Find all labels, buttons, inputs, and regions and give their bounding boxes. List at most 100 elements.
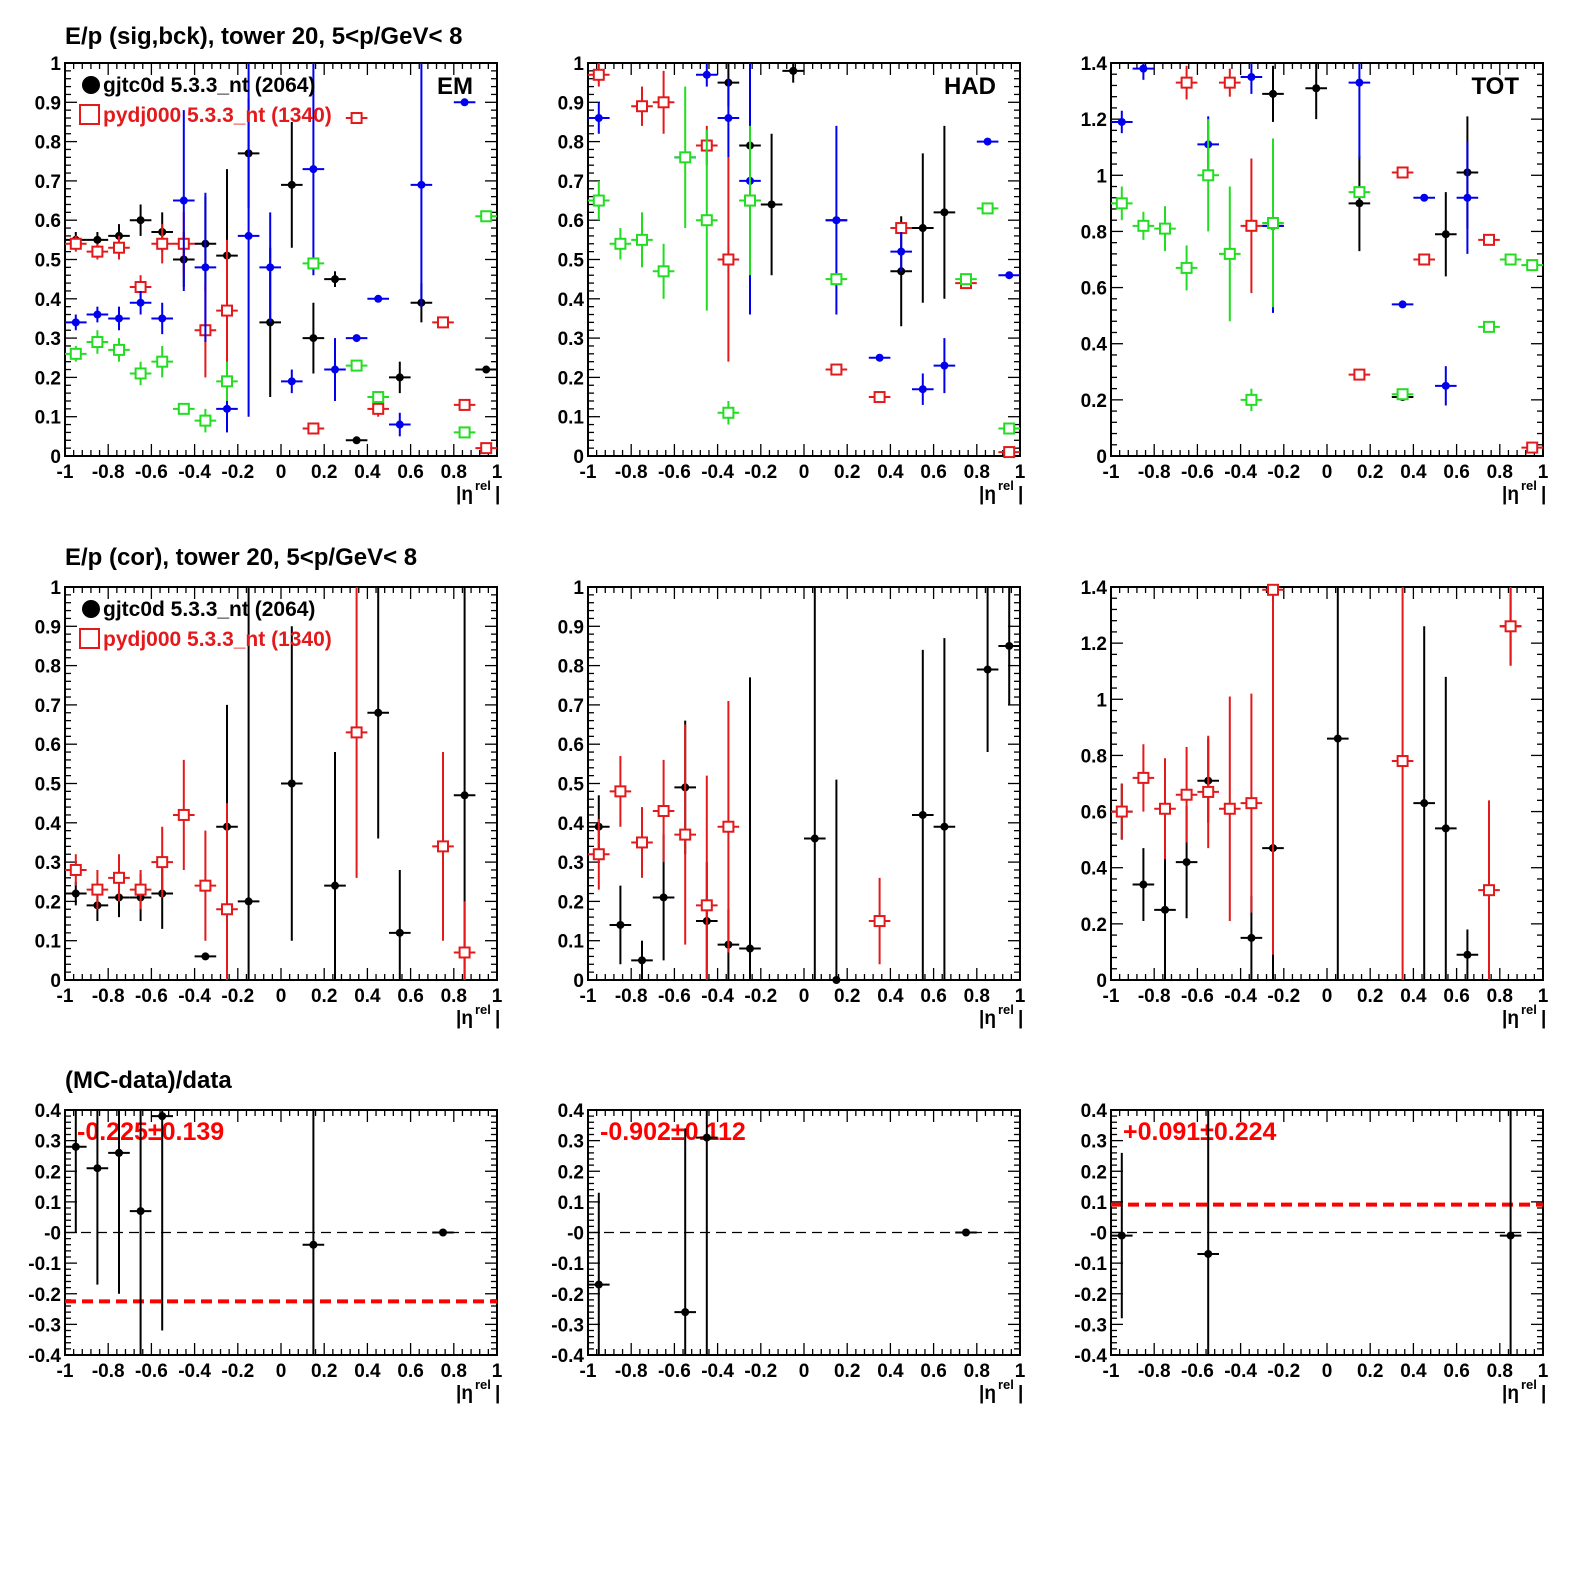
data-point bbox=[86, 1110, 109, 1285]
filled-circle-marker bbox=[724, 114, 733, 123]
filled-circle-marker bbox=[93, 310, 102, 319]
data-point bbox=[912, 153, 934, 303]
data-point bbox=[281, 626, 303, 941]
open-square-marker bbox=[830, 273, 843, 286]
open-square-marker bbox=[1202, 785, 1215, 798]
open-square-marker bbox=[1003, 422, 1016, 435]
mc-point bbox=[1111, 783, 1133, 840]
y-tick-label: 0.3 bbox=[35, 1132, 61, 1153]
filled-circle-marker bbox=[1269, 89, 1277, 98]
x-axis-label-end: | bbox=[495, 484, 500, 505]
filled-circle-marker bbox=[331, 275, 339, 284]
x-axis-label-end: | bbox=[495, 1383, 500, 1404]
x-tick-label: -0.8 bbox=[1138, 462, 1171, 483]
data-point bbox=[1327, 587, 1349, 980]
open-square-marker bbox=[350, 112, 363, 125]
x-tick-label: 0.2 bbox=[834, 1361, 860, 1382]
x-tick-label: 0.6 bbox=[1443, 986, 1469, 1007]
open-square-marker bbox=[134, 367, 147, 380]
y-tick-label: 1 bbox=[1096, 166, 1107, 187]
open-square-marker bbox=[1245, 393, 1258, 406]
mc-point bbox=[194, 830, 217, 941]
open-square-marker bbox=[1159, 222, 1171, 235]
open-square-marker bbox=[722, 406, 735, 419]
mc-point bbox=[453, 901, 476, 980]
filled-circle-marker bbox=[93, 235, 102, 244]
x-tick-label: -0.4 bbox=[1224, 986, 1257, 1007]
mc-point bbox=[1197, 735, 1219, 849]
filled-circle-marker bbox=[93, 1164, 102, 1173]
open-square-marker bbox=[69, 863, 82, 876]
y-tick-label: 0.3 bbox=[35, 329, 61, 350]
open-square-marker bbox=[1504, 620, 1517, 633]
mc-point bbox=[998, 446, 1020, 459]
x-axis-label: |η bbox=[1502, 484, 1519, 505]
filled-circle-marker bbox=[1355, 78, 1364, 87]
y-tick-label: -0.3 bbox=[551, 1315, 584, 1336]
filled-circle-marker bbox=[352, 334, 361, 343]
open-square-marker bbox=[134, 883, 147, 896]
mc-point bbox=[129, 361, 152, 386]
data-point bbox=[998, 271, 1020, 280]
y-tick-label: 0.5 bbox=[35, 251, 62, 272]
mc-point bbox=[1197, 119, 1219, 232]
data-point bbox=[912, 373, 934, 405]
data-point bbox=[976, 137, 999, 146]
x-axis-label: |η bbox=[979, 484, 996, 505]
filled-circle-marker bbox=[309, 334, 318, 343]
data-point bbox=[739, 677, 761, 980]
mc-point bbox=[1240, 158, 1263, 294]
y-tick-label: -0.1 bbox=[551, 1254, 584, 1275]
open-square-marker bbox=[1526, 441, 1539, 454]
y-tick-label: 0.8 bbox=[558, 657, 584, 678]
x-axis-label-end: | bbox=[1018, 484, 1023, 505]
y-tick-label: 0.2 bbox=[1081, 915, 1107, 936]
data-point bbox=[281, 369, 303, 394]
x-axis-label-superscript: rel bbox=[1521, 1002, 1537, 1017]
x-tick-label: -0.4 bbox=[701, 1361, 734, 1382]
data-point bbox=[890, 231, 912, 272]
panel-tag-had: HAD bbox=[944, 73, 996, 100]
data-point bbox=[998, 587, 1020, 705]
mc-point bbox=[717, 400, 740, 425]
y-tick-label: 0.6 bbox=[1081, 279, 1107, 300]
open-square-marker bbox=[873, 915, 886, 928]
y-tick-label: 0.1 bbox=[558, 932, 585, 953]
x-tick-label: 0 bbox=[276, 462, 287, 483]
mc-point bbox=[302, 257, 325, 270]
open-square-marker bbox=[221, 903, 233, 916]
mc-point bbox=[65, 854, 87, 886]
data-point bbox=[324, 752, 346, 980]
y-tick-label: 1 bbox=[50, 578, 61, 599]
data-point bbox=[65, 314, 87, 331]
open-square-marker bbox=[1418, 253, 1431, 266]
open-square-marker bbox=[372, 402, 385, 415]
x-axis-label: |η bbox=[1502, 1008, 1519, 1029]
y-tick-label: 0.3 bbox=[558, 329, 584, 350]
data-point bbox=[804, 587, 826, 980]
mc-point bbox=[696, 129, 718, 311]
mc-point bbox=[696, 775, 718, 980]
data-point bbox=[302, 302, 325, 374]
x-axis-label-end: | bbox=[1018, 1008, 1023, 1029]
mc-point bbox=[652, 70, 675, 134]
y-tick-label: 0.8 bbox=[558, 133, 584, 154]
x-tick-label: -0.2 bbox=[1267, 986, 1300, 1007]
mc-point bbox=[825, 363, 848, 376]
mc-point bbox=[216, 803, 238, 980]
data-point bbox=[475, 365, 497, 374]
data-point bbox=[367, 294, 389, 303]
mc-point bbox=[216, 361, 238, 401]
filled-circle-marker bbox=[158, 1112, 167, 1121]
legend-mc-label: pydj000 5.3.3_nt (1340) bbox=[103, 628, 332, 651]
y-tick-label: 0.2 bbox=[35, 368, 61, 389]
mc-point bbox=[1499, 253, 1522, 266]
open-square-marker bbox=[134, 281, 147, 294]
x-tick-label: -0.4 bbox=[1224, 462, 1257, 483]
x-tick-label: -1 bbox=[57, 462, 74, 483]
x-tick-label: -0.4 bbox=[178, 1361, 211, 1382]
filled-circle-marker bbox=[1117, 1231, 1126, 1240]
open-square-marker bbox=[221, 375, 233, 388]
x-tick-label: -0.8 bbox=[1138, 986, 1171, 1007]
filled-circle-marker bbox=[71, 318, 80, 327]
